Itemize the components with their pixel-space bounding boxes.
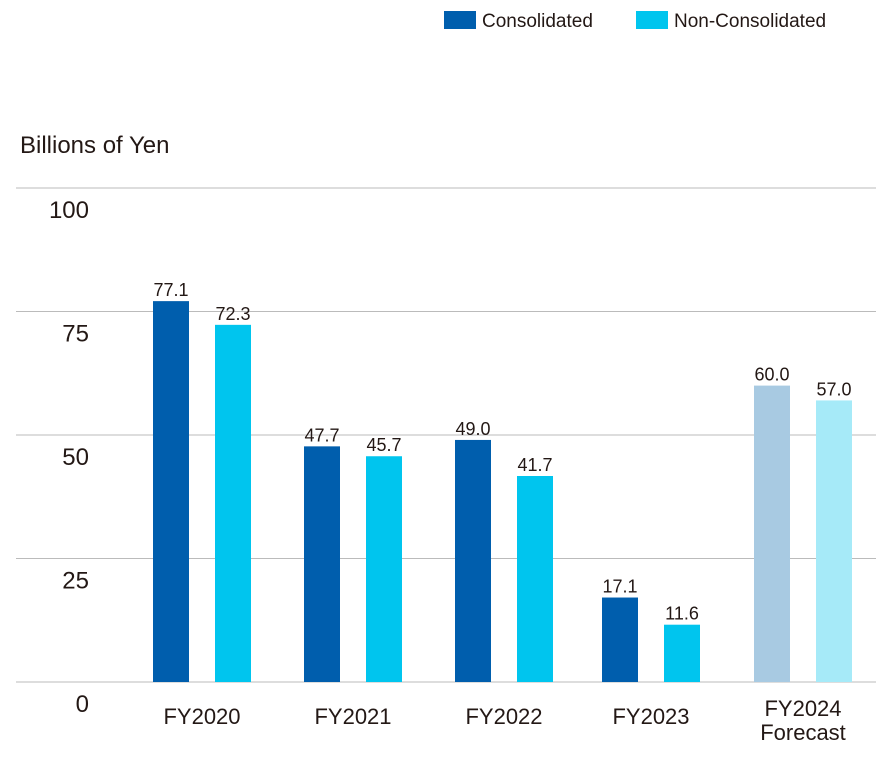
bar-non-consolidated <box>366 456 402 682</box>
data-label: 77.1 <box>153 280 188 300</box>
bar-non-consolidated <box>816 400 852 682</box>
bar-consolidated <box>304 446 340 682</box>
bar-consolidated <box>602 597 638 682</box>
legend-label: Consolidated <box>482 11 593 32</box>
y-axis-label: Billions of Yen <box>20 132 169 159</box>
y-tick-label: 50 <box>62 444 89 471</box>
data-label: 60.0 <box>754 365 789 385</box>
bar-consolidated <box>754 385 790 682</box>
data-labels: 77.1 47.7 49.0 17.1 60.0 72.3 45.7 41.7 11.6 57.0 <box>153 280 851 624</box>
data-label: 49.0 <box>455 419 490 439</box>
legend-swatch <box>444 11 476 29</box>
y-tick-label: 25 <box>62 568 89 595</box>
data-label: 47.7 <box>304 425 339 445</box>
category-label: FY2020 <box>163 704 240 729</box>
category-labels: FY2020 FY2021 FY2022 FY2023 FY2024 Forecast <box>163 696 845 745</box>
bars <box>153 301 852 682</box>
y-tick-label: 75 <box>62 321 89 348</box>
category-label: FY2021 <box>314 704 391 729</box>
gridlines <box>16 187 876 683</box>
category-label: FY2023 <box>612 704 689 729</box>
data-label: 41.7 <box>517 455 552 475</box>
category-label: FY2024 Forecast <box>760 696 846 745</box>
bar-consolidated <box>455 439 491 682</box>
data-label: 11.6 <box>665 604 699 624</box>
data-label: 45.7 <box>366 435 401 455</box>
data-label: 57.0 <box>816 379 851 399</box>
data-label: 17.1 <box>602 577 637 597</box>
legend-label: Non-Consolidated <box>674 11 826 32</box>
legend-swatch <box>636 11 668 29</box>
bar-consolidated <box>153 301 189 682</box>
data-label: 72.3 <box>215 304 250 324</box>
legend: Consolidated Non-Consolidated <box>444 11 826 32</box>
y-axis-ticks: 0 25 50 75 100 <box>49 197 89 718</box>
bar-non-consolidated <box>215 324 251 682</box>
category-label: FY2022 <box>465 704 542 729</box>
bar-non-consolidated <box>664 624 700 682</box>
bar-non-consolidated <box>517 476 553 682</box>
y-tick-label: 0 <box>76 691 89 718</box>
y-tick-label: 100 <box>49 197 89 224</box>
